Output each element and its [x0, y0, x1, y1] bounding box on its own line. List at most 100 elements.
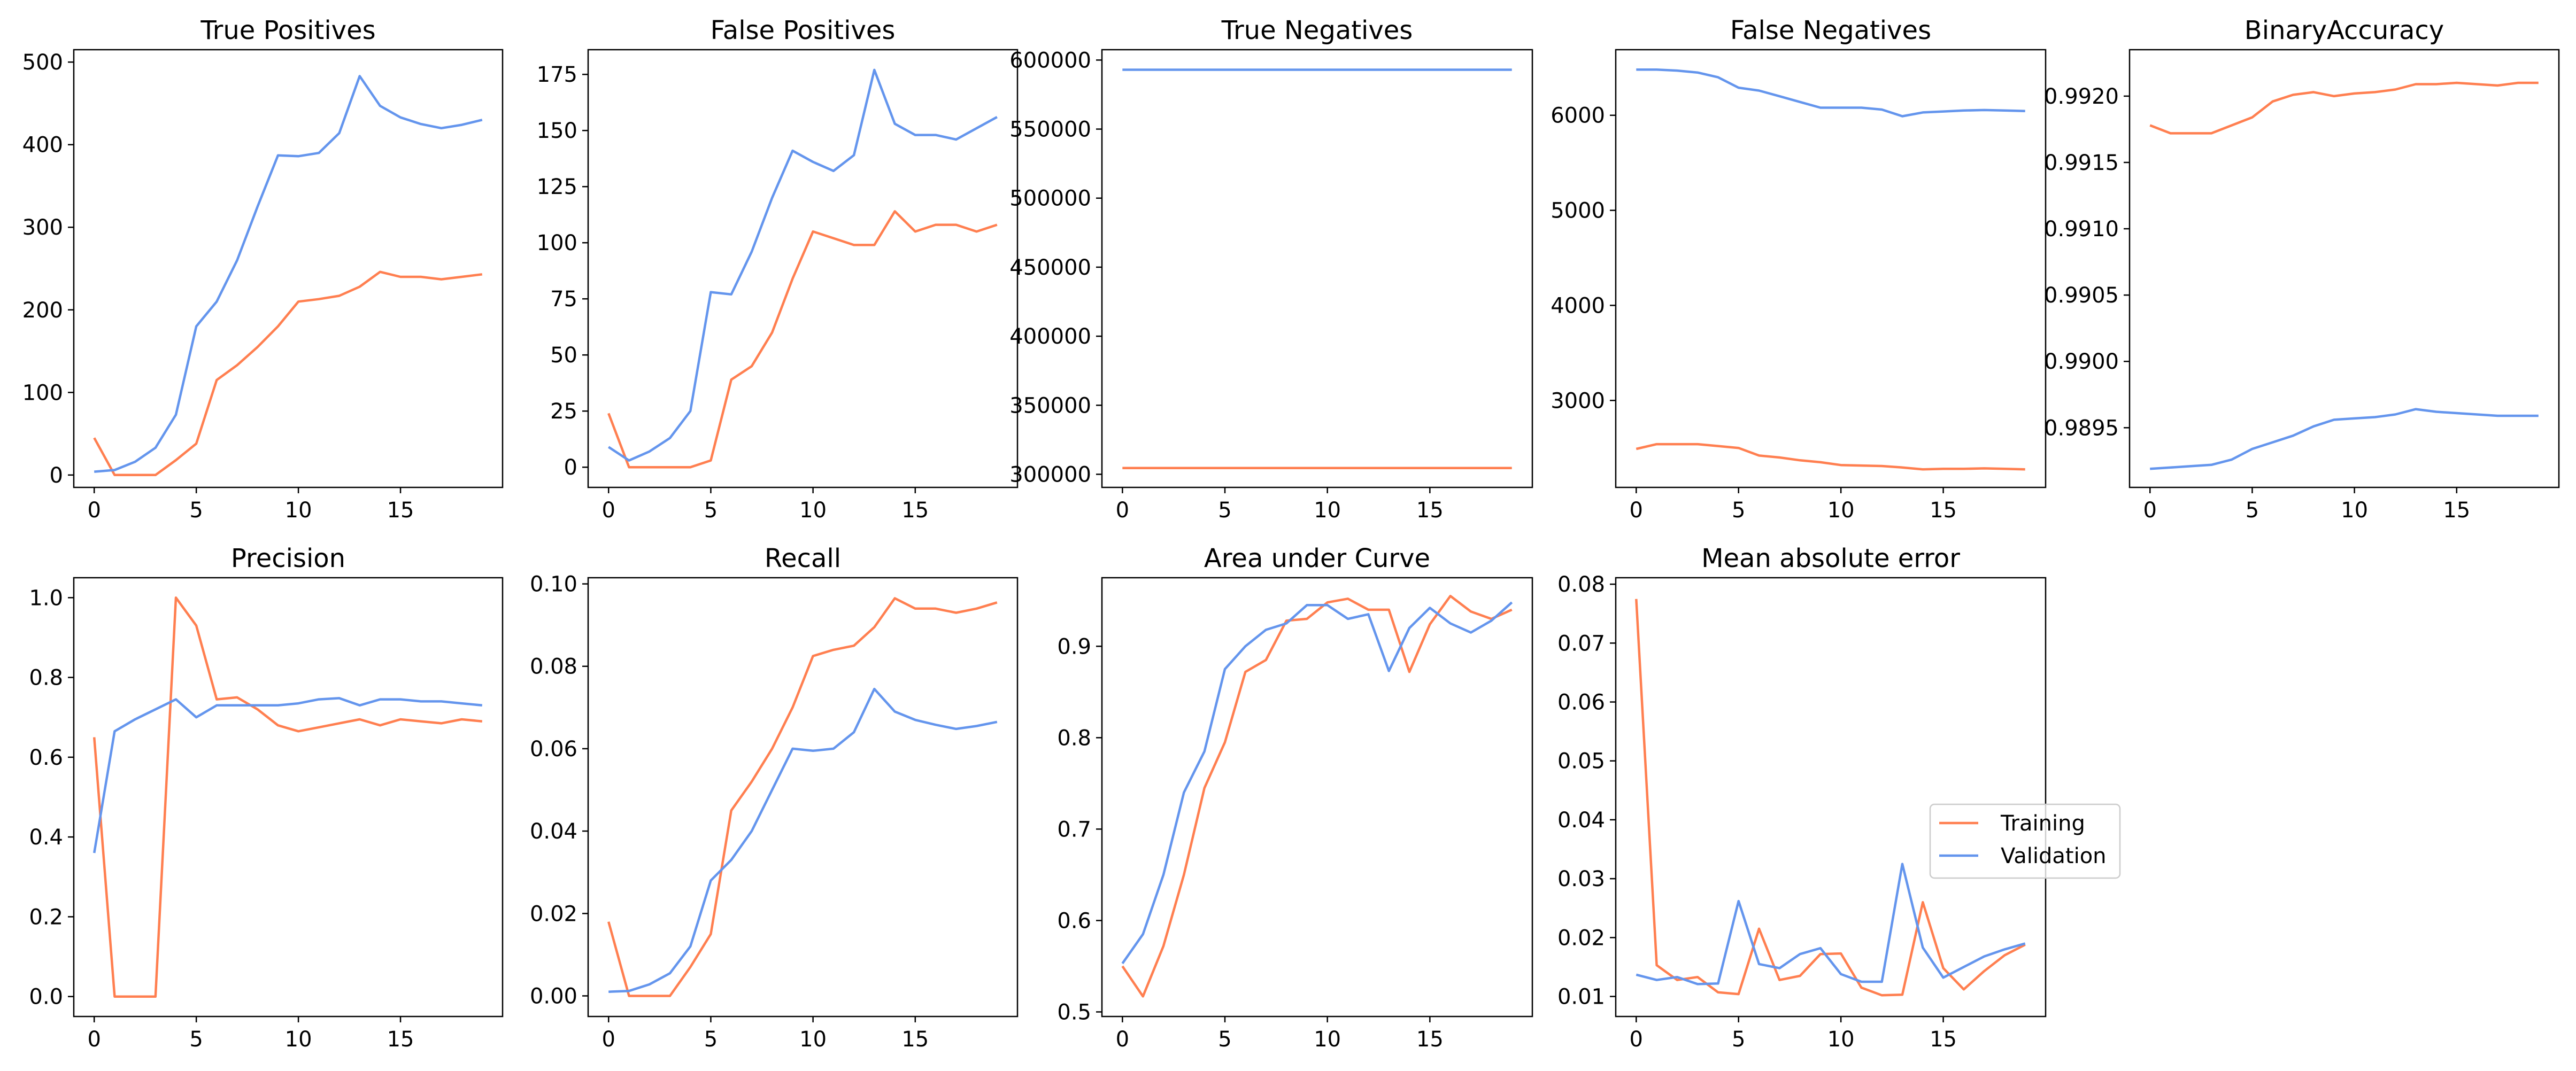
binaryaccuracy-ytick-label: 0.9920: [2044, 84, 2119, 109]
area-under-curve-xtick-label: 15: [1416, 1027, 1444, 1052]
recall-ytick-label: 0.08: [530, 655, 577, 679]
precision-ytick-label: 0.4: [29, 825, 63, 850]
false-positives-validation-line: [607, 68, 998, 462]
recall-xtick-label: 15: [901, 1027, 929, 1052]
binaryaccuracy-ytick-label: 0.9900: [2044, 350, 2119, 374]
true-negatives-ytick-label: 400000: [1009, 324, 1091, 349]
area-under-curve-xtick-label: 5: [1218, 1027, 1231, 1052]
true-positives-training-line: [93, 270, 483, 477]
area-under-curve-ytick-label: 0.8: [1057, 726, 1091, 750]
legend-training-label: Training: [2000, 811, 2085, 836]
precision-ytick-label: 1.0: [29, 586, 63, 610]
true-positives-ytick-label: 400: [22, 133, 63, 158]
mean-absolute-error-xtick-label: 10: [1827, 1027, 1855, 1052]
area-under-curve-ytick-label: 0.7: [1057, 817, 1091, 842]
false-positives-ytick-label: 0: [564, 455, 577, 480]
false-positives-xtick-label: 0: [602, 498, 615, 523]
true-positives-ytick-label: 500: [22, 50, 63, 75]
mean-absolute-error-ytick-label: 0.03: [1557, 867, 1605, 891]
true-positives-ytick-label: 100: [22, 381, 63, 405]
false-negatives-training-line: [1636, 443, 2025, 471]
false-positives-ytick-label: 75: [550, 287, 577, 312]
binaryaccuracy-validation-line: [2150, 408, 2539, 470]
binaryaccuracy-xtick-label: 5: [2246, 498, 2259, 523]
recall-ytick-label: 0.10: [530, 572, 577, 597]
false-negatives-xtick-label: 0: [1630, 498, 1643, 523]
false-negatives-xtick-label: 15: [1930, 498, 1957, 523]
true-positives-ytick-label: 200: [22, 298, 63, 323]
true-positives-xtick-label: 15: [387, 498, 414, 523]
area-under-curve-axes-frame: [1101, 577, 1533, 1018]
precision-xtick-label: 15: [387, 1027, 414, 1052]
precision-ytick-label: 0.6: [29, 746, 63, 770]
true-negatives-ytick-label: 450000: [1009, 255, 1091, 280]
binaryaccuracy-xtick-label: 0: [2143, 498, 2157, 523]
precision-ytick-label: 0.8: [29, 666, 63, 690]
recall-title: Recall: [765, 544, 841, 573]
recall-validation-line: [608, 687, 998, 993]
recall-xtick-label: 5: [704, 1027, 718, 1052]
binaryaccuracy-title: BinaryAccuracy: [2245, 15, 2444, 45]
mean-absolute-error-axes-frame: [1615, 577, 2047, 1018]
true-positives-ytick-label: 300: [22, 215, 63, 240]
area-under-curve-training-line: [1121, 594, 1513, 998]
true-negatives-title: True Negatives: [1221, 15, 1413, 45]
mean-absolute-error-validation-line: [1636, 863, 2026, 985]
false-negatives-ytick-label: 3000: [1551, 389, 1605, 413]
mean-absolute-error-ytick-label: 0.06: [1557, 690, 1605, 715]
false-positives-ytick-label: 50: [550, 343, 577, 368]
area-under-curve-xtick-label: 0: [1116, 1027, 1129, 1052]
true-negatives-ytick-label: 550000: [1009, 118, 1091, 142]
recall-ytick-label: 0.00: [530, 984, 577, 1008]
true-positives-ytick-label: 0: [50, 463, 63, 488]
true-positives-xtick-label: 5: [189, 498, 203, 523]
recall-chart: Recall 0 5 10 15 0.00 0.02 0.04 0.06 0.08 0.10: [530, 544, 1019, 1052]
false-positives-ytick-label: 150: [537, 119, 577, 143]
binaryaccuracy-xtick-label: 15: [2443, 498, 2470, 523]
false-negatives-ytick-label: 5000: [1551, 199, 1605, 223]
true-negatives-xtick-label: 0: [1116, 498, 1129, 523]
recall-xtick-label: 0: [602, 1027, 615, 1052]
mean-absolute-error-xtick-label: 15: [1930, 1027, 1957, 1052]
mean-absolute-error-xtick-label: 0: [1630, 1027, 1643, 1052]
true-positives-xtick-label: 0: [87, 498, 101, 523]
area-under-curve-title: Area under Curve: [1204, 544, 1430, 573]
false-positives-xtick-label: 15: [901, 498, 929, 523]
true-positives-axes-frame: [73, 49, 504, 488]
precision-ytick-label: 0.0: [29, 985, 63, 1010]
area-under-curve-chart: Area under Curve 0 5 10 15 0.5 0.6 0.7 0.8 0.9: [1057, 544, 1533, 1052]
true-negatives-ytick-label: 350000: [1009, 393, 1091, 418]
precision-xtick-label: 10: [285, 1027, 312, 1052]
precision-validation-line: [92, 697, 483, 853]
mean-absolute-error-training-line: [1635, 599, 2026, 997]
false-positives-title: False Positives: [711, 15, 896, 45]
true-positives-validation-line: [94, 75, 483, 473]
false-negatives-title: False Negatives: [1730, 15, 1931, 45]
precision-xtick-label: 5: [189, 1027, 203, 1052]
mean-absolute-error-title: Mean absolute error: [1701, 544, 1960, 573]
false-positives-ytick-label: 125: [537, 175, 577, 199]
true-negatives-xtick-label: 5: [1218, 498, 1231, 523]
recall-training-line: [607, 597, 998, 997]
recall-axes-frame: [587, 577, 1019, 1018]
mean-absolute-error-ytick-label: 0.01: [1557, 985, 1605, 1010]
binaryaccuracy-chart: BinaryAccuracy 0 5 10 15 0.9895 0.9900 0.9905 0.…: [2044, 15, 2560, 523]
mean-absolute-error-ytick-label: 0.08: [1557, 572, 1605, 597]
false-negatives-axes-frame: [1615, 49, 2047, 488]
true-negatives-ytick-label: 500000: [1009, 187, 1091, 211]
mean-absolute-error-ytick-label: 0.04: [1557, 808, 1605, 833]
recall-xtick-label: 10: [799, 1027, 827, 1052]
precision-axes-frame: [73, 577, 504, 1018]
precision-title: Precision: [231, 544, 345, 573]
recall-ytick-label: 0.04: [530, 819, 577, 844]
true-negatives-ytick-label: 600000: [1009, 48, 1091, 73]
false-positives-xtick-label: 10: [799, 498, 827, 523]
recall-ytick-label: 0.02: [530, 902, 577, 926]
true-positives-title: True Positives: [200, 15, 375, 45]
true-negatives-ytick-label: 300000: [1009, 462, 1091, 487]
precision-xtick-label: 0: [87, 1027, 101, 1052]
area-under-curve-xtick-label: 10: [1314, 1027, 1341, 1052]
false-negatives-validation-line: [1636, 68, 2025, 118]
